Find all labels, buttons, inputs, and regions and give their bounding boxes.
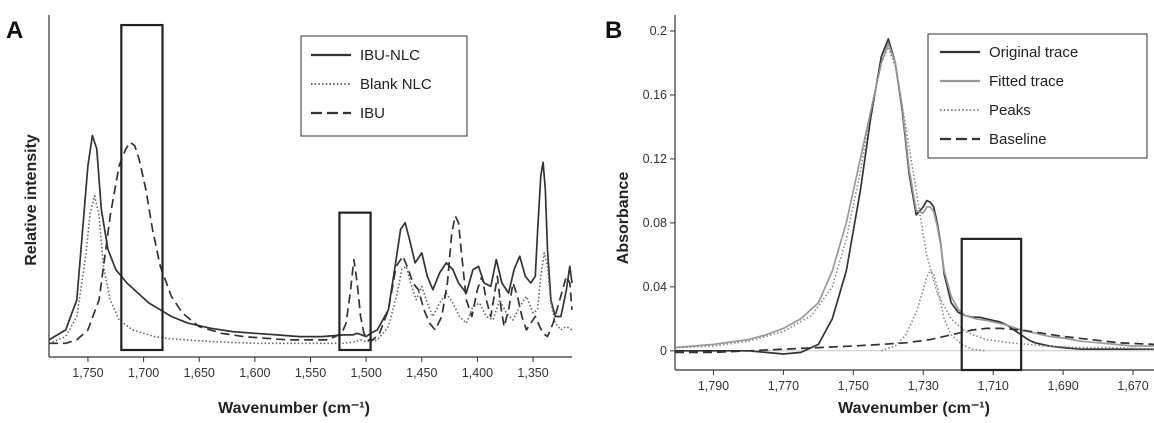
highlight-box	[338, 211, 372, 352]
legend-label-baseline: Baseline	[989, 131, 1047, 148]
x-tick-label: 1,550	[295, 366, 326, 380]
x-tick-label: 1,600	[239, 366, 270, 380]
highlight-boxes-b	[960, 237, 1023, 372]
x-ticks-b: 1,790 1,770 1,750 1,730 1,710 1,690 1,670	[698, 370, 1149, 393]
series-group-a	[48, 134, 573, 345]
legend-label-peaks: Peaks	[989, 102, 1031, 119]
x-axis-title-a: Wavenumber (cm⁻¹)	[218, 400, 370, 417]
x-tick-label: 1,670	[1117, 379, 1148, 393]
legend-a: IBU-NLC Blank NLC IBU	[300, 35, 468, 137]
legend-label-ibu: IBU	[360, 105, 385, 122]
y-axis-title-b: Absorbance	[615, 172, 632, 265]
x-tick-label: 1,450	[406, 366, 437, 380]
series-peaks-line	[674, 46, 1154, 350]
series-fitted-trace-line	[674, 42, 1154, 349]
panel-a: A Relative intensity Wavenumber (cm⁻¹) 1…	[6, 15, 573, 417]
x-tick-label: 1,700	[128, 366, 159, 380]
series-group-b	[674, 38, 1154, 355]
legend-box-a	[300, 35, 468, 137]
legend-label-original-trace: Original trace	[989, 44, 1078, 61]
y-ticks-b: 0 0.04 0.08 0.12 0.16 0.2	[643, 24, 675, 358]
legend-label-fitted-trace: Fitted trace	[989, 73, 1064, 90]
series-peaks-line	[881, 270, 987, 352]
x-tick-label: 1,710	[978, 379, 1009, 393]
highlight-box	[960, 237, 1023, 372]
x-tick-label: 1,400	[462, 366, 493, 380]
series-ibu-line	[49, 141, 573, 345]
x-tick-label: 1,750	[72, 366, 103, 380]
x-tick-label: 1,350	[517, 366, 548, 380]
x-tick-label: 1,750	[838, 379, 869, 393]
y-tick-label: 0.12	[643, 152, 667, 166]
x-axis-title-b: Wavenumber (cm⁻¹)	[838, 400, 990, 417]
legend-b: Original trace Fitted trace Peaks Baseline	[927, 33, 1148, 159]
y-tick-label: 0.04	[643, 280, 667, 294]
y-tick-label: 0.08	[643, 216, 667, 230]
x-tick-label: 1,650	[184, 366, 215, 380]
y-tick-label: 0.2	[650, 24, 667, 38]
y-tick-label: 0	[660, 344, 667, 358]
x-tick-label: 1,770	[768, 379, 799, 393]
y-tick-label: 0.16	[643, 88, 667, 102]
legend-label-ibu-nlc: IBU-NLC	[360, 47, 420, 64]
panel-label-a: A	[6, 17, 23, 44]
x-tick-label: 1,690	[1047, 379, 1078, 393]
highlight-box	[120, 23, 164, 352]
legend-label-blank-nlc: Blank NLC	[360, 76, 432, 93]
legend-box-b	[927, 33, 1148, 159]
panel-label-b: B	[605, 17, 622, 44]
x-tick-label: 1,790	[698, 379, 729, 393]
y-axis-title-a: Relative intensity	[23, 134, 40, 266]
series-ibu-nlc-line	[48, 134, 573, 341]
x-tick-label: 1,730	[908, 379, 939, 393]
x-tick-label: 1,500	[350, 366, 381, 380]
highlight-boxes-a	[120, 23, 372, 352]
panel-b: B Absorbance Wavenumber (cm⁻¹) 0 0.04 0.08…	[605, 15, 1154, 417]
x-ticks-a: 1,750 1,700 1,650 1,600 1,550 1,500 1,450 1,400…	[72, 357, 549, 380]
